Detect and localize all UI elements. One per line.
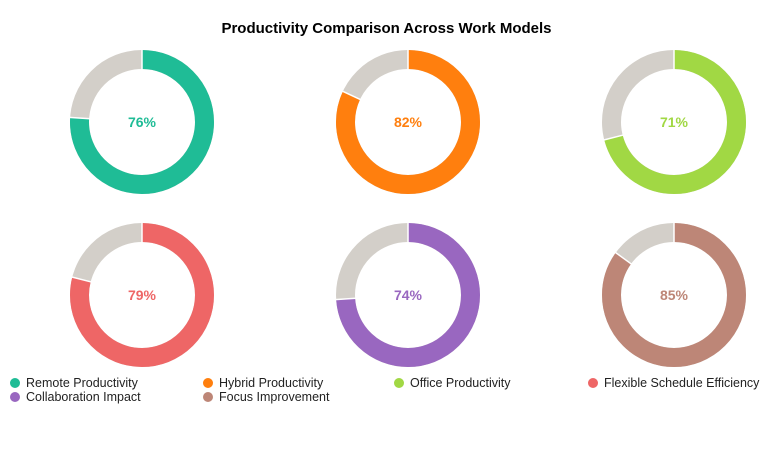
legend-label: Remote Productivity xyxy=(26,376,138,390)
legend-item[interactable]: Collaboration Impact xyxy=(10,390,141,404)
legend-item[interactable]: Flexible Schedule Efficiency xyxy=(588,376,759,390)
chart-title: Productivity Comparison Across Work Mode… xyxy=(221,20,552,37)
donut-center-label: 71% xyxy=(660,114,689,130)
legend-swatch-icon xyxy=(10,392,20,402)
legend-item[interactable]: Remote Productivity xyxy=(10,376,138,390)
legend-swatch-icon xyxy=(203,378,213,388)
legend-item[interactable]: Hybrid Productivity xyxy=(203,376,323,390)
legend-label: Flexible Schedule Efficiency xyxy=(604,376,760,390)
donut-remote-productivity: 76% xyxy=(69,49,214,194)
legend-swatch-icon xyxy=(588,378,598,388)
donut-hybrid-productivity: 82% xyxy=(336,49,480,194)
donut-office-productivity: 71% xyxy=(602,49,746,194)
donut-collaboration-impact: 74% xyxy=(335,222,480,367)
donut-center-label: 85% xyxy=(660,287,689,303)
legend-swatch-icon xyxy=(203,392,213,402)
legend-label: Office Productivity xyxy=(410,376,511,390)
donut-focus-improvement: 85% xyxy=(602,222,746,367)
legend-swatch-icon xyxy=(10,378,20,388)
donut-center-label: 79% xyxy=(128,287,157,303)
legend-label: Hybrid Productivity xyxy=(219,376,324,390)
donut-center-label: 76% xyxy=(128,114,157,130)
legend-item[interactable]: Office Productivity xyxy=(394,376,511,390)
donut-center-label: 82% xyxy=(394,114,423,130)
legend-label: Collaboration Impact xyxy=(26,390,141,404)
donut-flexible-schedule-efficiency: 79% xyxy=(70,222,214,367)
donut-center-label: 74% xyxy=(394,287,423,303)
legend-label: Focus Improvement xyxy=(219,390,330,404)
legend-item[interactable]: Focus Improvement xyxy=(203,390,329,404)
legend-swatch-icon xyxy=(394,378,404,388)
